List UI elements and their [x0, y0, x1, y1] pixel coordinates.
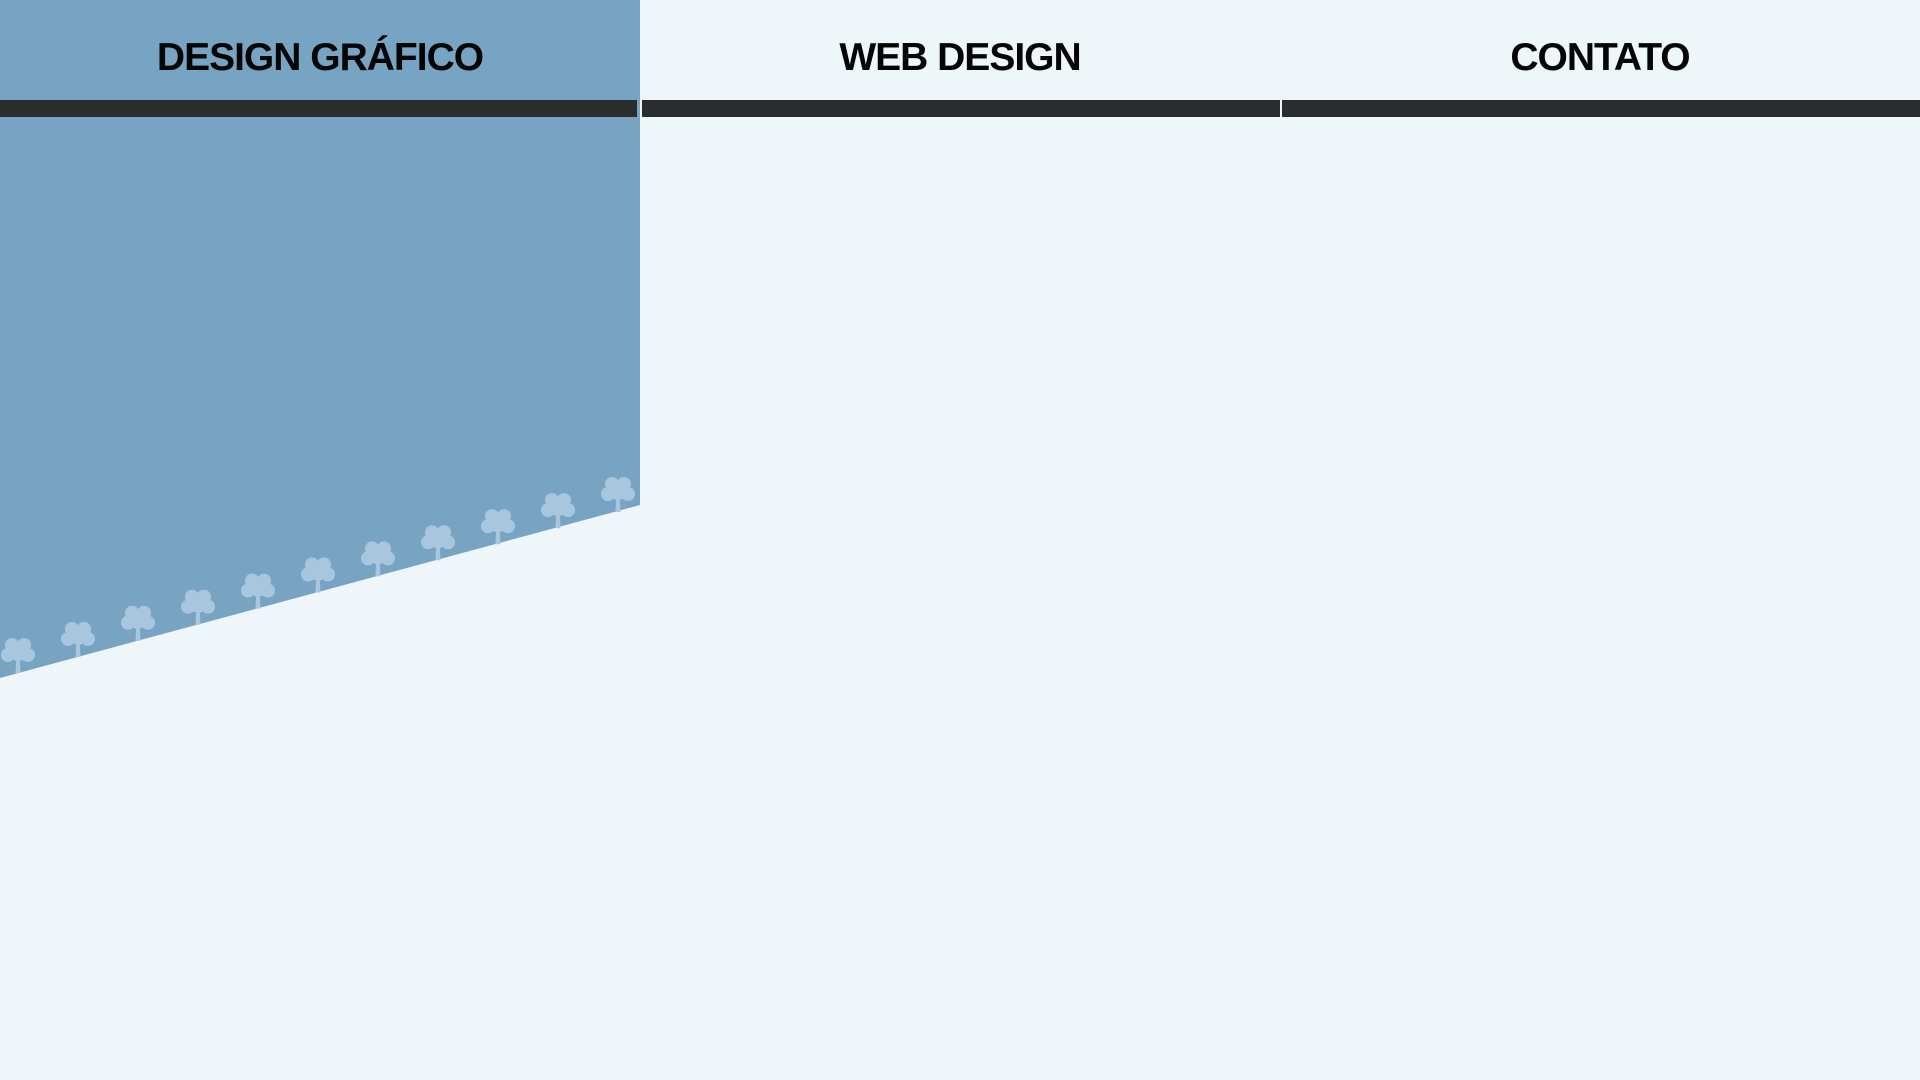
tree-icon [541, 493, 575, 529]
tree-icon [121, 605, 155, 641]
tree-icon [61, 621, 95, 657]
tree-row [1, 477, 635, 673]
nav-item-contato[interactable]: CONTATO [1280, 0, 1920, 118]
tree-icon [1, 638, 35, 673]
tree-icon [181, 589, 215, 625]
nav-underline-bar [0, 100, 637, 117]
main-nav: DESIGN GRÁFICO WEB DESIGN CONTATO [0, 0, 1920, 118]
tree-icon [421, 525, 455, 561]
tree-icon [241, 573, 275, 609]
nav-underline-bar [642, 100, 1280, 117]
tree-icon [601, 477, 635, 512]
nav-item-design-grafico[interactable]: DESIGN GRÁFICO [0, 0, 640, 118]
nav-label-design-grafico[interactable]: DESIGN GRÁFICO [156, 36, 484, 79]
nav-label-web-design[interactable]: WEB DESIGN [839, 36, 1081, 79]
panel-shape [0, 0, 640, 678]
nav-item-web-design[interactable]: WEB DESIGN [640, 0, 1280, 118]
tree-icon [361, 541, 395, 577]
nav-label-contato[interactable]: CONTATO [1510, 36, 1690, 79]
nav-underline-bar [1282, 100, 1920, 117]
active-section-panel [0, 0, 640, 680]
tree-icon [301, 557, 335, 593]
tree-icon [481, 509, 515, 545]
